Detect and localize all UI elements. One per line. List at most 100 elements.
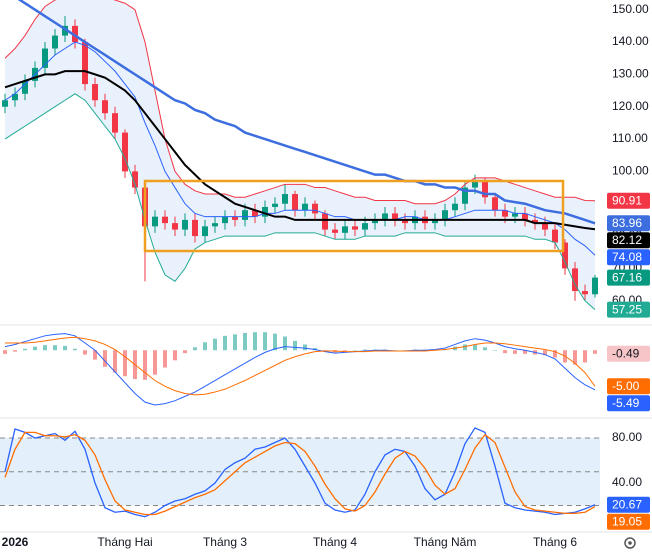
candle-body — [2, 100, 8, 107]
price-tag-bg — [607, 301, 650, 318]
x-tick-label: 2026 — [2, 535, 29, 549]
histogram-bar — [293, 340, 297, 351]
y-tick-label: 80.00 — [612, 430, 642, 444]
candle-body — [122, 132, 128, 172]
candle-body — [362, 223, 368, 230]
candle-body — [582, 291, 588, 295]
candle-body — [522, 213, 528, 220]
price-tag-label: 83.96 — [612, 216, 642, 230]
candle-body — [202, 226, 208, 237]
candle-body — [442, 210, 448, 220]
price-tag-label: 20.67 — [612, 497, 642, 511]
gear-center — [628, 541, 632, 545]
indicator-line — [4, 427, 596, 518]
histogram-bar — [263, 332, 267, 351]
price-tag-label: -5.00 — [612, 379, 640, 393]
candle-body — [252, 210, 258, 217]
candle-body — [162, 216, 168, 224]
histogram-bar — [53, 345, 57, 351]
x-tick-label: Tháng Hai — [97, 535, 152, 549]
histogram-bar — [193, 347, 197, 351]
histogram-bar — [483, 347, 487, 351]
y-tick-label: 100.00 — [612, 164, 649, 178]
indicator-line — [4, 93, 596, 311]
candle-body — [82, 42, 88, 85]
y-tick-label: 40.00 — [612, 475, 642, 489]
candle-body — [132, 171, 138, 188]
price-tag-label: 57.25 — [612, 302, 642, 316]
price-tag-label: 90.91 — [612, 193, 642, 207]
candle-body — [12, 93, 18, 101]
indicator-line — [4, 41, 596, 256]
histogram-bar — [573, 350, 577, 365]
histogram-bar — [183, 350, 187, 354]
candle-body — [592, 277, 598, 295]
band-fill — [5, 0, 595, 310]
price-tags: 90.91 83.96 82.12 74.08 67.16 57.25 -0.49 -5.00… — [607, 192, 650, 530]
gear[interactable] — [624, 537, 636, 549]
candle-body — [212, 223, 218, 227]
settings-icon[interactable] — [624, 537, 636, 549]
price-tag-bg — [607, 249, 650, 266]
candle-body — [542, 223, 548, 230]
histogram-bar — [113, 350, 117, 373]
histogram-bar — [83, 350, 87, 355]
histogram-bar — [543, 350, 547, 356]
price-tag-bg — [607, 513, 650, 530]
candle-body — [432, 219, 438, 224]
histogram-bar — [213, 338, 217, 351]
candle-body — [392, 213, 398, 220]
histogram-bar — [353, 350, 357, 351]
candle-body — [262, 206, 268, 217]
histogram-bar — [233, 334, 237, 351]
candle-body — [22, 80, 28, 94]
price-tag-label: 67.16 — [612, 270, 642, 284]
histogram-bar — [23, 348, 27, 351]
histogram-bar — [13, 350, 17, 352]
price-tag-label: 19.05 — [612, 514, 642, 528]
histogram-bar — [223, 335, 227, 351]
histogram-bar — [583, 350, 587, 363]
histogram-bar — [303, 344, 307, 351]
histogram-bar — [253, 332, 257, 351]
y-tick-label: 130.00 — [612, 67, 649, 81]
y-tick-label: 120.00 — [612, 99, 649, 113]
candle-body — [232, 216, 238, 220]
histogram-bar — [63, 345, 67, 351]
highlight-box — [143, 179, 565, 253]
histogram-bar — [343, 350, 347, 351]
candle-body — [492, 197, 498, 211]
histogram-bar — [163, 350, 167, 368]
histogram-bar — [523, 350, 527, 354]
candle-body — [372, 219, 378, 224]
candle-body — [402, 219, 408, 224]
candle-body — [562, 242, 568, 269]
histogram-bar — [503, 350, 507, 354]
candle-body — [112, 113, 118, 133]
candle-body — [352, 226, 358, 230]
candle-body — [552, 229, 558, 243]
y-tick-label: 110.00 — [612, 131, 648, 145]
histogram-bar — [283, 336, 287, 351]
histogram-bar — [143, 350, 147, 380]
x-tick-label: Tháng 4 — [313, 535, 357, 549]
histogram-bar — [243, 332, 247, 351]
price-tag-bg — [607, 215, 650, 232]
candle-body — [282, 194, 288, 204]
histogram-bar — [363, 349, 367, 351]
y-tick-label: 150.00 — [612, 2, 649, 16]
histogram-bar — [173, 350, 177, 361]
indicator-line — [4, 70, 596, 231]
histogram-bar — [123, 350, 127, 377]
candle-body — [482, 181, 488, 198]
price-tag-bg — [607, 192, 650, 209]
candle-body — [502, 210, 508, 217]
histogram-bar — [3, 350, 7, 354]
candle-body — [292, 194, 298, 211]
price-tag-label: 82.12 — [612, 233, 642, 247]
x-tick-label: Tháng Năm — [414, 535, 477, 549]
candle-body — [452, 203, 458, 211]
x-tick-label: Tháng 3 — [203, 535, 247, 549]
histogram-bar — [463, 344, 467, 351]
